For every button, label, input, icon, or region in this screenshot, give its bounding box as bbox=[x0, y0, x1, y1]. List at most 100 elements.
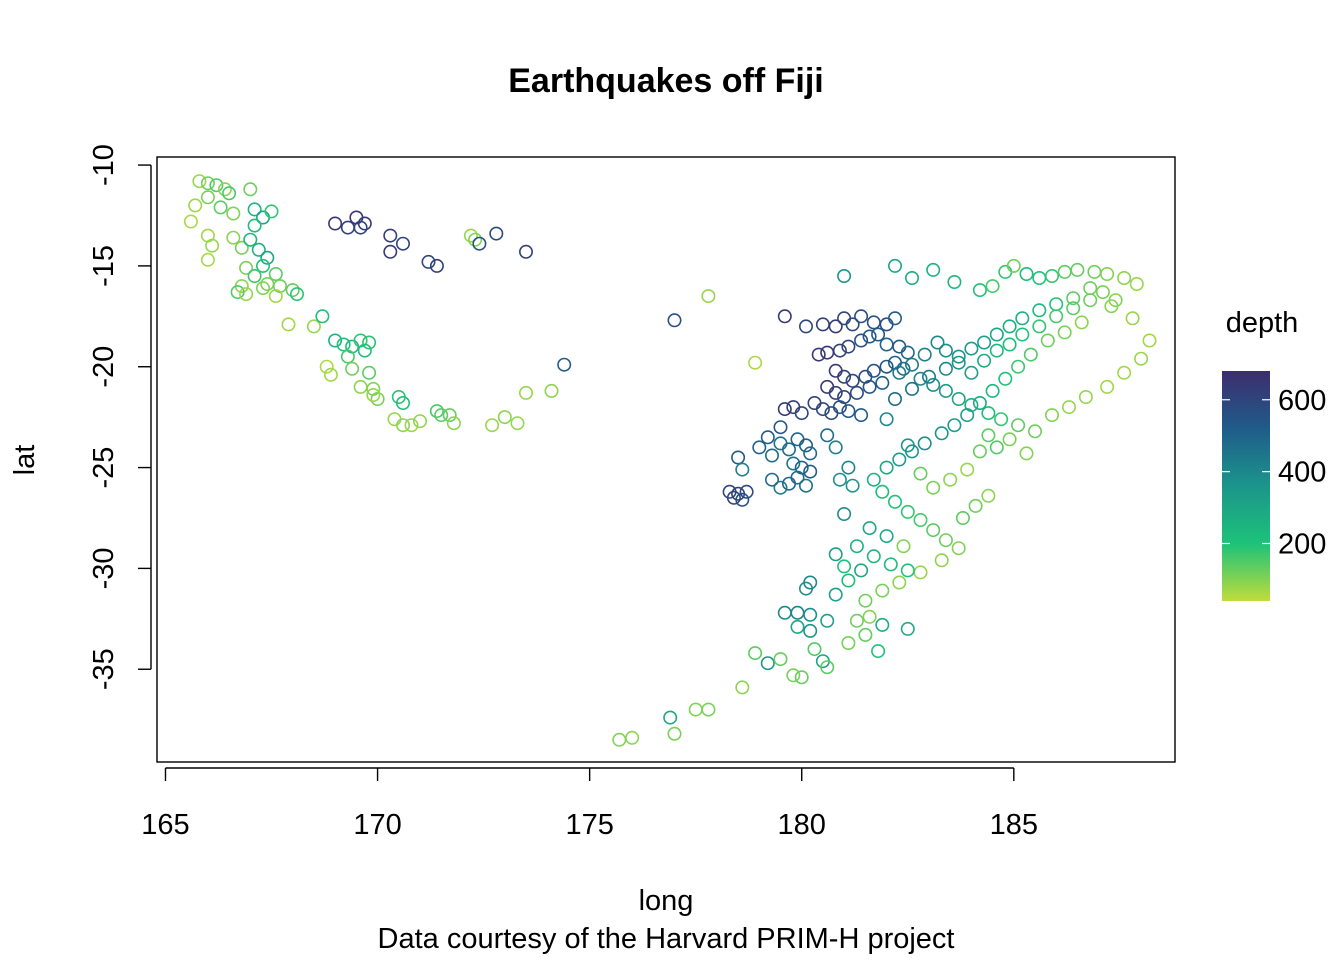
data-point bbox=[429, 404, 444, 419]
data-point bbox=[981, 428, 996, 443]
data-point bbox=[951, 355, 966, 370]
data-point bbox=[845, 317, 860, 332]
data-point bbox=[404, 418, 419, 433]
data-point bbox=[981, 488, 996, 503]
data-point bbox=[913, 466, 928, 481]
data-point bbox=[892, 452, 907, 467]
data-point bbox=[892, 365, 907, 380]
data-point bbox=[328, 333, 343, 348]
data-point bbox=[815, 402, 830, 417]
data-point bbox=[904, 381, 919, 396]
data-point bbox=[985, 383, 1000, 398]
data-point bbox=[972, 444, 987, 459]
data-point bbox=[362, 335, 377, 350]
data-point bbox=[786, 668, 801, 683]
data-point bbox=[1134, 351, 1149, 366]
data-point bbox=[247, 218, 262, 233]
data-point bbox=[798, 319, 813, 334]
data-point bbox=[268, 266, 283, 281]
data-point bbox=[879, 317, 894, 332]
data-point bbox=[434, 408, 449, 423]
data-point bbox=[239, 287, 254, 302]
chart-title: Earthquakes off Fiji bbox=[508, 62, 824, 100]
data-point bbox=[879, 529, 894, 544]
data-point bbox=[871, 644, 886, 659]
data-point bbox=[226, 206, 241, 221]
data-point bbox=[820, 613, 835, 628]
data-point bbox=[879, 412, 894, 427]
data-point bbox=[323, 367, 338, 382]
data-point bbox=[807, 642, 822, 657]
data-point bbox=[875, 484, 890, 499]
data-point bbox=[1023, 347, 1038, 362]
data-point bbox=[879, 337, 894, 352]
data-point bbox=[319, 359, 334, 374]
data-point bbox=[1142, 333, 1157, 348]
y-tick-label: -15 bbox=[88, 245, 120, 287]
data-point bbox=[875, 617, 890, 632]
data-point bbox=[849, 613, 864, 628]
data-point bbox=[938, 383, 953, 398]
data-point bbox=[841, 404, 856, 419]
data-point bbox=[1002, 337, 1017, 352]
data-point bbox=[357, 216, 372, 231]
data-point bbox=[497, 410, 512, 425]
data-point bbox=[854, 563, 869, 578]
data-point bbox=[1032, 270, 1047, 285]
data-point bbox=[362, 365, 377, 380]
data-point bbox=[900, 345, 915, 360]
data-point bbox=[1057, 325, 1072, 340]
y-axis-label: lat bbox=[9, 445, 41, 476]
data-point bbox=[841, 339, 856, 354]
data-point bbox=[1040, 333, 1055, 348]
data-point bbox=[960, 408, 975, 423]
data-point bbox=[612, 732, 627, 747]
data-point bbox=[760, 430, 775, 445]
data-point bbox=[887, 311, 902, 326]
data-point bbox=[255, 258, 270, 273]
data-point bbox=[934, 426, 949, 441]
data-point bbox=[845, 478, 860, 493]
data-point bbox=[209, 178, 224, 193]
data-point bbox=[972, 395, 987, 410]
data-point bbox=[917, 436, 932, 451]
data-point bbox=[790, 619, 805, 634]
data-point bbox=[866, 363, 881, 378]
legend-tick-label: 400 bbox=[1278, 457, 1326, 489]
data-point bbox=[1087, 264, 1102, 279]
legend-title: depth bbox=[1226, 307, 1299, 339]
data-point bbox=[921, 369, 936, 384]
data-point bbox=[977, 353, 992, 368]
data-point bbox=[854, 333, 869, 348]
data-point bbox=[764, 472, 779, 487]
data-point bbox=[412, 414, 427, 429]
data-point bbox=[735, 492, 750, 507]
data-point bbox=[1011, 359, 1026, 374]
data-point bbox=[264, 204, 279, 219]
data-point bbox=[777, 605, 792, 620]
x-tick-label: 175 bbox=[565, 809, 613, 841]
data-point bbox=[739, 484, 754, 499]
data-point bbox=[926, 523, 941, 538]
data-point bbox=[781, 476, 796, 491]
data-point bbox=[315, 309, 330, 324]
data-point bbox=[1002, 319, 1017, 334]
data-point bbox=[943, 472, 958, 487]
data-point bbox=[366, 387, 381, 402]
data-points bbox=[183, 174, 1157, 747]
legend-tick-label: 600 bbox=[1278, 385, 1326, 417]
data-point bbox=[306, 319, 321, 334]
data-point bbox=[896, 539, 911, 554]
data-point bbox=[1117, 270, 1132, 285]
data-point bbox=[904, 357, 919, 372]
data-point bbox=[828, 587, 843, 602]
data-point bbox=[239, 260, 254, 275]
data-point bbox=[510, 416, 525, 431]
data-point bbox=[900, 504, 915, 519]
data-point bbox=[989, 327, 1004, 342]
data-point bbox=[854, 309, 869, 324]
data-point bbox=[866, 549, 881, 564]
data-point bbox=[468, 232, 483, 247]
data-point bbox=[557, 357, 572, 372]
data-point bbox=[773, 652, 788, 667]
